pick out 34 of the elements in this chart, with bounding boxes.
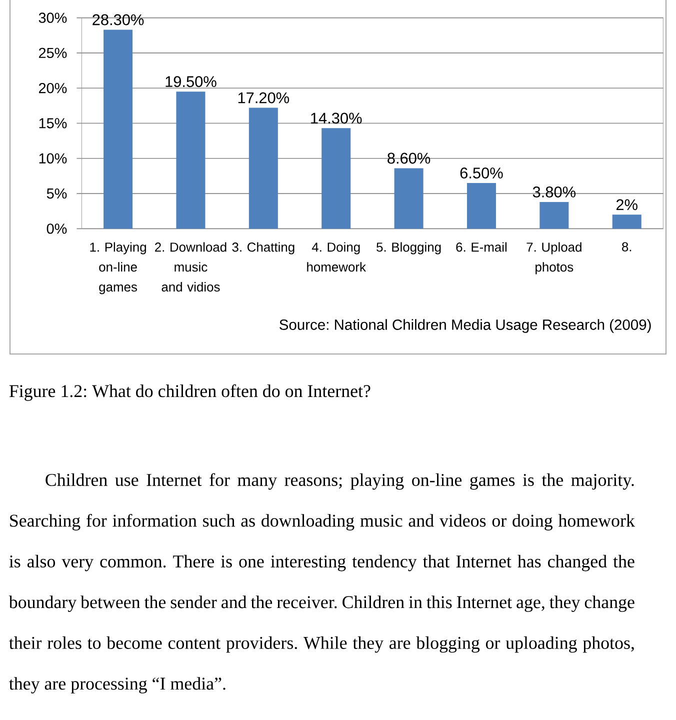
x-tick-label: 4. Doing homework — [307, 242, 366, 272]
bar — [176, 92, 206, 229]
data-label: 6.50% — [460, 168, 503, 178]
y-tick-label: 30% — [38, 12, 67, 23]
bar — [466, 182, 496, 229]
data-label: 3.80% — [532, 186, 576, 198]
data-label: 2% — [616, 199, 638, 210]
bar — [248, 108, 278, 229]
x-tick-label: 7. Upload photos — [526, 242, 582, 274]
text: Children use Internet for many reasons; playing on-line games is the majority. Searching for information such as downloading music and videos or doing homework is also very common. There is one interesting tendency that Internet has changed the boundary between the sender and the receiver. Children in this Internet age, they change their roles to become content providers. While they are blogging or uploading photos, they are processing “I media”. — [8, 473, 635, 694]
text: Figure 1.2: What do children often do on Internet? — [9, 384, 370, 401]
bar — [394, 168, 424, 229]
y-tick-label: 25% — [39, 48, 67, 58]
y-tick-label: 5% — [46, 188, 67, 199]
bar — [322, 128, 351, 229]
y-tick-label: 15% — [39, 118, 67, 128]
data-label: 8.60% — [388, 152, 430, 164]
x-tick-label: 8. — [622, 242, 632, 252]
x-tick-label: 5. Blogging — [376, 242, 441, 254]
y-tick-label: 0% — [46, 224, 67, 234]
x-tick-label: 2. Download music and vidios — [155, 242, 226, 292]
data-label: 17.20% — [238, 92, 290, 104]
data-label: 19.50% — [166, 76, 216, 88]
data-label: 14.30% — [311, 112, 362, 124]
source-note: Source: National Children Media Usage Research (2009) — [280, 319, 651, 333]
bar — [104, 30, 133, 229]
y-tick-label: 20% — [39, 82, 67, 94]
x-tick-label: 3. Chatting — [232, 242, 294, 254]
y-tick-label: 10% — [39, 153, 67, 164]
x-tick-label: 1. Playing on-line games — [90, 242, 146, 294]
bar — [540, 202, 569, 229]
x-tick-label: 6. E-mail — [456, 242, 507, 252]
bar — [612, 214, 642, 229]
data-label: 28.30% — [92, 14, 144, 26]
